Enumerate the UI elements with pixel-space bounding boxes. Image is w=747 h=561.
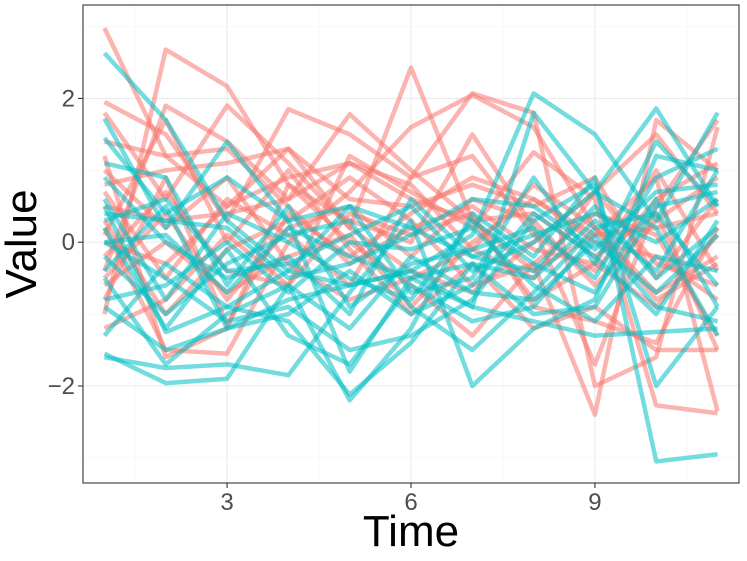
y-tick-label: 2 xyxy=(62,85,75,112)
series-lines xyxy=(102,27,720,464)
y-tick-label: −2 xyxy=(48,373,75,400)
series-line-1-19 xyxy=(102,118,720,367)
series-line-2-5 xyxy=(104,153,719,389)
series-line-1-9 xyxy=(103,132,720,281)
x-axis: 3 6 9 xyxy=(220,483,602,516)
series-line-2-15 xyxy=(102,197,719,338)
series-line-2-19 xyxy=(102,233,720,367)
series-line-2-6 xyxy=(102,169,720,397)
series-line-2-20 xyxy=(104,189,719,317)
y-axis-title: Value xyxy=(0,189,46,298)
x-axis-title: Time xyxy=(363,507,459,556)
x-tick-label: 3 xyxy=(220,489,233,516)
series-line-2-11 xyxy=(104,182,718,281)
series-line-2-8 xyxy=(102,204,718,338)
y-tick-label: 0 xyxy=(62,229,75,256)
series-line-2-18 xyxy=(103,189,720,337)
y-axis: −2 0 2 xyxy=(48,85,83,400)
x-tick-label: 9 xyxy=(588,489,601,516)
series-line-2-12 xyxy=(103,225,719,324)
x-tick-label: 6 xyxy=(404,489,417,516)
